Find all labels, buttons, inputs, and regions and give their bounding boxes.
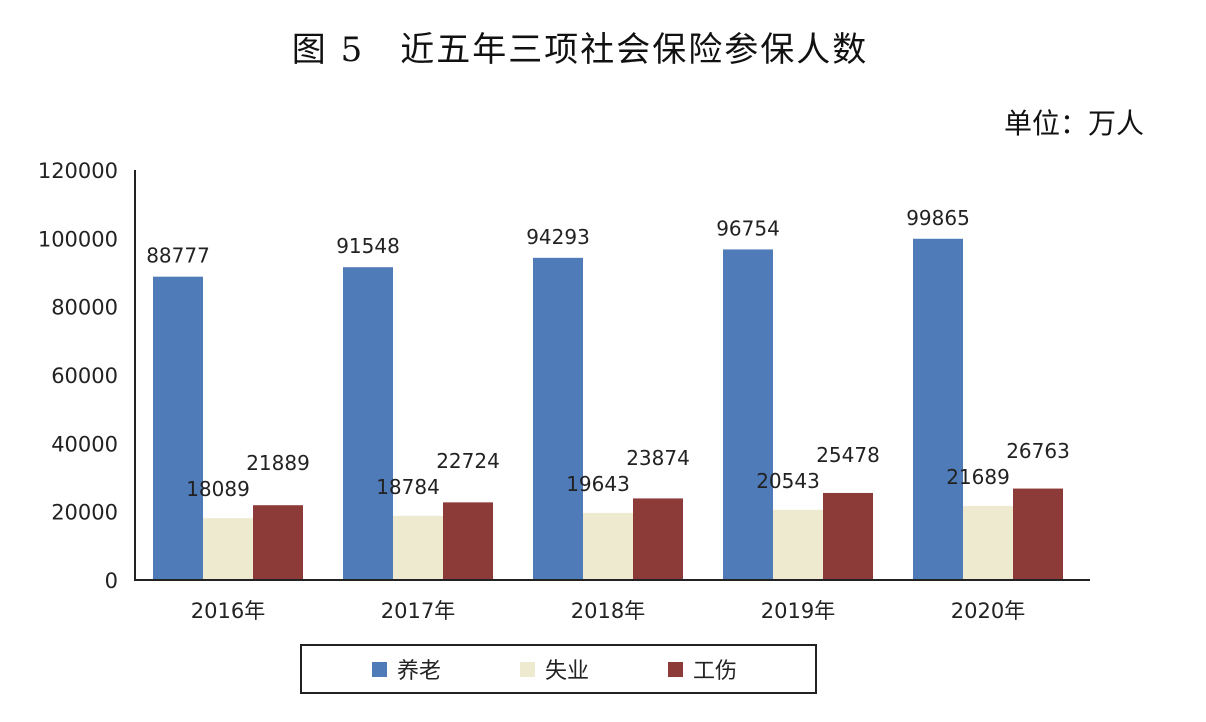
bar-工伤 (1013, 488, 1063, 580)
data-label: 18784 (376, 475, 440, 499)
legend-box (300, 644, 817, 694)
bar-工伤 (823, 492, 873, 580)
y-tick-label: 80000 (51, 296, 118, 320)
y-tick-label: 40000 (51, 432, 118, 456)
unit-label: 单位：万人 (1003, 107, 1144, 140)
x-tick-label: 2018年 (571, 599, 645, 623)
y-tick-label: 0 (105, 569, 118, 593)
legend-swatch (520, 662, 535, 677)
x-tick-label: 2016年 (191, 599, 265, 623)
legend-swatch (372, 662, 387, 677)
x-tick-label: 2017年 (381, 599, 455, 623)
bar-失业 (963, 505, 1013, 580)
data-label: 20543 (756, 469, 820, 493)
bar-养老 (913, 238, 963, 580)
bar-失业 (773, 509, 823, 580)
legend-label: 失业 (545, 659, 589, 684)
chart-title: 图 5 近五年三项社会保险参保人数 (291, 30, 869, 70)
data-label: 19643 (566, 472, 630, 496)
y-tick-label: 100000 (38, 227, 118, 251)
legend-swatch (668, 662, 683, 677)
data-label: 21689 (946, 465, 1010, 489)
bar-工伤 (443, 502, 493, 580)
legend-label: 工伤 (693, 659, 737, 684)
x-tick-label: 2019年 (761, 599, 835, 623)
bar-失业 (203, 518, 253, 580)
y-tick-label: 60000 (51, 364, 118, 388)
data-label: 26763 (1006, 439, 1070, 463)
data-label: 23874 (626, 446, 690, 470)
data-label: 22724 (436, 449, 500, 473)
data-label: 94293 (526, 225, 590, 249)
y-tick-label: 20000 (51, 501, 118, 525)
bar-工伤 (253, 505, 303, 580)
data-label: 18089 (186, 477, 250, 501)
bar-养老 (723, 249, 773, 580)
data-label: 25478 (816, 443, 880, 467)
bar-养老 (533, 257, 583, 580)
bar-养老 (153, 276, 203, 580)
data-label: 88777 (146, 244, 210, 268)
data-label: 99865 (906, 206, 970, 230)
bar-养老 (343, 267, 393, 580)
bar-失业 (583, 512, 633, 580)
bar-工伤 (633, 498, 683, 580)
data-label: 21889 (246, 451, 310, 475)
legend-label: 养老 (397, 659, 441, 684)
data-label: 91548 (336, 234, 400, 258)
y-tick-label: 120000 (38, 159, 118, 183)
data-label: 96754 (716, 216, 780, 240)
bar-失业 (393, 515, 443, 580)
x-tick-label: 2020年 (951, 599, 1025, 623)
